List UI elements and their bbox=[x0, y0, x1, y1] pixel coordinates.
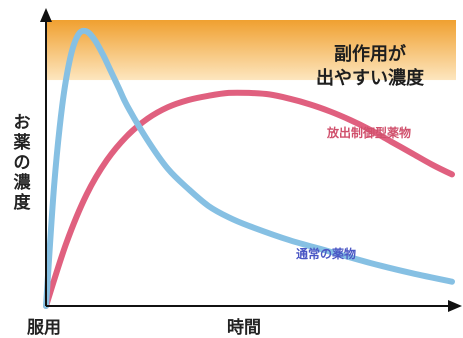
y-axis-label-char: 度 bbox=[14, 192, 32, 213]
axes bbox=[40, 8, 462, 312]
series-label-normal-drug: 通常の薬物 bbox=[296, 246, 356, 261]
x-axis-origin-label: 服用 bbox=[27, 318, 61, 338]
y-axis-label-char: お bbox=[14, 113, 31, 133]
y-axis-arrow bbox=[40, 8, 52, 22]
y-axis-label-char: 濃 bbox=[14, 172, 32, 193]
y-axis-label-char: の bbox=[14, 153, 31, 173]
side-effect-band bbox=[46, 20, 456, 81]
x-axis-label: 時間 bbox=[227, 317, 261, 338]
y-axis-label-char: 薬 bbox=[14, 133, 31, 153]
band-label-line1: 副作用が bbox=[334, 43, 406, 65]
series-line-normal-drug bbox=[43, 27, 455, 309]
band-label-line2: 出やすい濃度 bbox=[316, 67, 425, 89]
series-line-controlled-release bbox=[43, 89, 455, 309]
series-label-controlled-release: 放出制御型薬物 bbox=[326, 125, 411, 140]
x-axis-arrow bbox=[448, 300, 462, 312]
